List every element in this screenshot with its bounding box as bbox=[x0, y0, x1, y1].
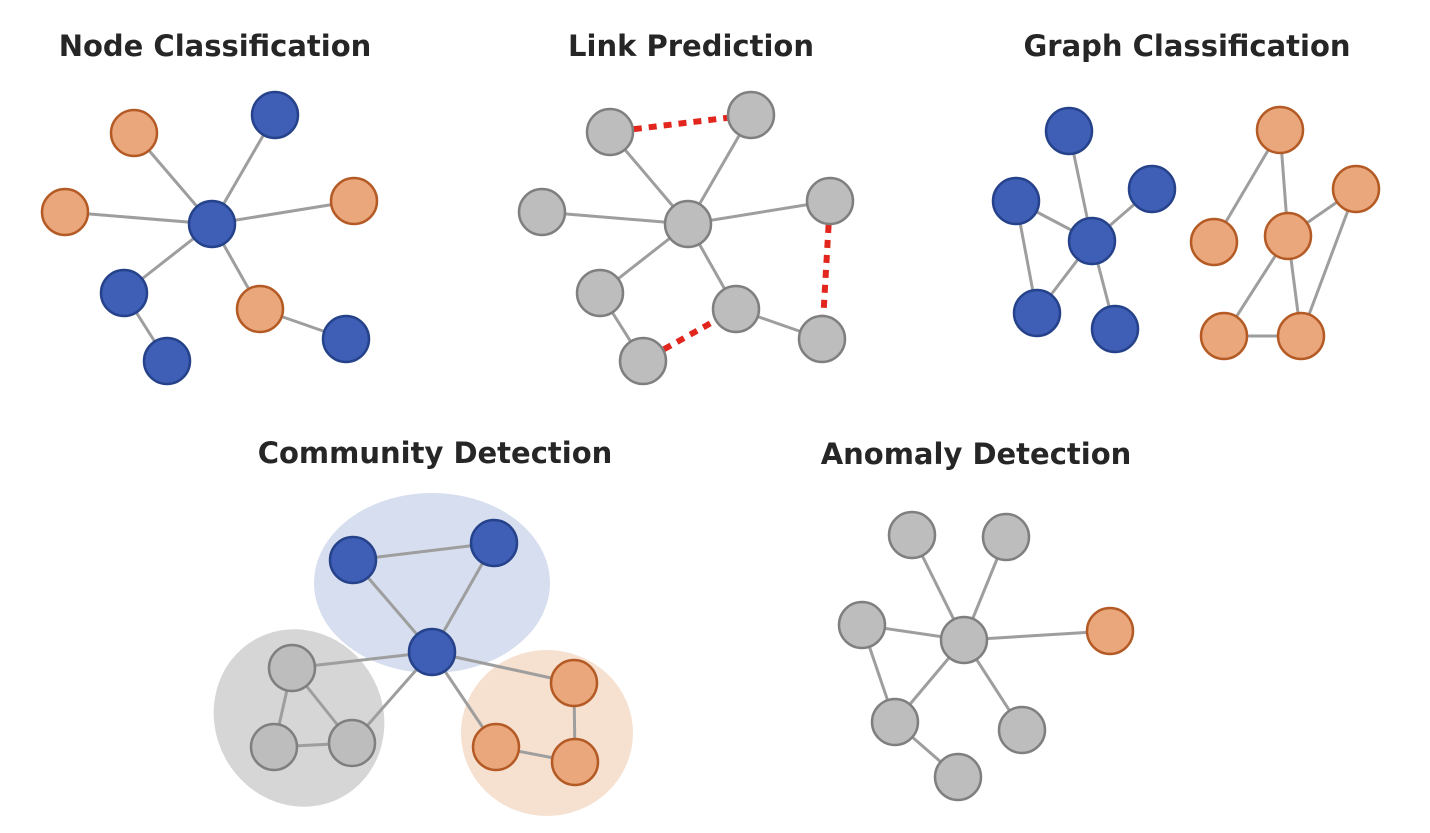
node-orange-o-bottom-left bbox=[1199, 311, 1249, 361]
node-orange-anomaly bbox=[1085, 606, 1135, 656]
node-blue-b-bottom-left bbox=[1012, 288, 1062, 338]
anomaly-detection-nodes bbox=[837, 510, 1135, 802]
graph-orange bbox=[1189, 105, 1381, 361]
edge-o-right-o-bottom-right bbox=[1299, 187, 1358, 338]
node-gray-gray-top bbox=[267, 643, 317, 693]
node-gray-center bbox=[663, 199, 713, 249]
panel-node-classification bbox=[40, 90, 379, 386]
node-gray-lower-right bbox=[997, 705, 1047, 755]
node-blue-blue-top-left bbox=[328, 535, 378, 585]
node-orange-orange-bottom-right bbox=[550, 737, 600, 787]
node-gray-right bbox=[805, 176, 855, 226]
node-gray-center bbox=[939, 615, 989, 665]
node-blue-lower-right bbox=[321, 314, 371, 364]
graph-blue-nodes bbox=[991, 106, 1177, 354]
node-blue-b-left bbox=[991, 176, 1041, 226]
predicted-link-bottom-lower-mid bbox=[662, 318, 717, 352]
edge-center-left bbox=[63, 210, 214, 226]
node-orange-lower-mid bbox=[235, 284, 285, 334]
title-node-classification: Node Classification bbox=[59, 29, 372, 63]
node-gray-lower-left bbox=[870, 697, 920, 747]
node-blue-blue-top-right bbox=[469, 518, 519, 568]
panel-anomaly-detection bbox=[837, 510, 1135, 802]
node-gray-top-right bbox=[981, 512, 1031, 562]
node-orange-right bbox=[329, 176, 379, 226]
node-blue-hub bbox=[407, 627, 457, 677]
node-blue-lower-left bbox=[99, 268, 149, 318]
node-blue-b-bottom-right bbox=[1090, 304, 1140, 354]
predicted-link-right-lower-right bbox=[820, 224, 832, 316]
node-gray-gray-bottom-left bbox=[249, 722, 299, 772]
title-community-detection: Community Detection bbox=[258, 436, 613, 470]
graph-blue bbox=[991, 106, 1177, 354]
node-blue-b-top bbox=[1044, 106, 1094, 156]
panel-graph-classification bbox=[991, 105, 1381, 361]
panel-link-prediction bbox=[517, 90, 855, 386]
predicted-link-top-left-top-right bbox=[633, 114, 728, 133]
edge-center-anomaly bbox=[962, 629, 1112, 642]
node-orange-o-top bbox=[1255, 105, 1305, 155]
node-orange-o-right bbox=[1331, 164, 1381, 214]
title-link-prediction: Link Prediction bbox=[568, 29, 814, 63]
edge-center-left bbox=[540, 210, 690, 226]
node-gray-gray-bottom-right bbox=[327, 718, 377, 768]
node-orange-left bbox=[40, 187, 90, 237]
node-gray-left bbox=[517, 187, 567, 237]
node-gray-left bbox=[837, 600, 887, 650]
node-blue-top-right bbox=[250, 90, 300, 140]
node-classification-nodes bbox=[40, 90, 379, 386]
node-orange-orange-bottom-left bbox=[471, 722, 521, 772]
node-blue-bottom bbox=[142, 336, 192, 386]
title-anomaly-detection: Anomaly Detection bbox=[821, 437, 1132, 471]
community-detection-nodes bbox=[249, 518, 600, 787]
node-gray-top-right bbox=[726, 90, 776, 140]
node-gray-lower-left bbox=[575, 268, 625, 318]
node-gray-top-left bbox=[887, 510, 937, 560]
node-orange-top-left bbox=[109, 108, 159, 158]
node-gray-bottom bbox=[933, 752, 983, 802]
node-gray-top-left bbox=[585, 107, 635, 157]
node-orange-o-center bbox=[1263, 211, 1313, 261]
graph-orange-nodes bbox=[1189, 105, 1381, 361]
node-blue-b-right bbox=[1127, 164, 1177, 214]
node-blue-center bbox=[187, 199, 237, 249]
node-orange-o-left bbox=[1189, 217, 1239, 267]
node-blue-b-center bbox=[1067, 216, 1117, 266]
node-orange-o-bottom-right bbox=[1276, 311, 1326, 361]
node-gray-bottom bbox=[618, 336, 668, 386]
node-gray-lower-right bbox=[797, 314, 847, 364]
node-orange-orange-top bbox=[549, 658, 599, 708]
title-graph-classification: Graph Classification bbox=[1023, 29, 1350, 63]
link-prediction-nodes bbox=[517, 90, 855, 386]
panel-community-detection bbox=[213, 493, 633, 816]
node-gray-lower-mid bbox=[711, 284, 761, 334]
